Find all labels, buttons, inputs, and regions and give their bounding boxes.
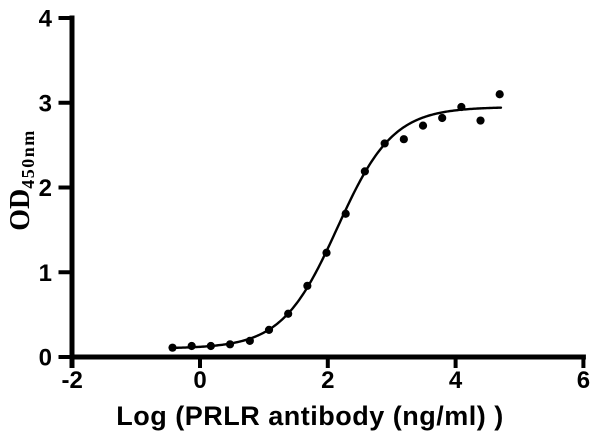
x-axis-tick-label: 0 xyxy=(193,367,206,394)
data-point xyxy=(380,139,389,148)
data-point xyxy=(187,341,196,351)
data-point xyxy=(303,281,312,290)
data-point xyxy=(495,90,504,99)
x-axis-tick-label: -2 xyxy=(62,367,83,394)
data-point xyxy=(264,325,274,334)
data-point xyxy=(399,135,408,144)
data-point xyxy=(476,116,485,125)
data-point xyxy=(206,341,215,351)
y-axis-tick-label: 2 xyxy=(39,175,52,202)
data-point xyxy=(168,343,177,352)
y-axis-tick-label: 4 xyxy=(39,6,53,33)
data-point xyxy=(418,121,428,130)
y-axis-title-subscript: 450nm xyxy=(18,129,38,189)
y-axis-title: OD450nm xyxy=(4,110,38,250)
data-point xyxy=(322,248,331,257)
x-axis-title: Log (PRLR antibody (ng/ml) ) xyxy=(116,401,504,431)
x-axis-tick-label: 6 xyxy=(577,367,590,394)
y-axis-tick-label: 1 xyxy=(39,260,52,287)
x-axis-tick-label: 2 xyxy=(321,367,334,394)
fit-curve xyxy=(170,106,503,350)
data-point xyxy=(225,340,235,349)
data-point xyxy=(438,113,447,123)
data-point xyxy=(341,209,350,218)
y-axis-title-base: OD xyxy=(5,188,36,231)
y-axis-tick-label: 3 xyxy=(39,90,52,117)
data-point xyxy=(360,167,369,176)
x-axis-tick-label: 4 xyxy=(449,367,463,394)
data-point xyxy=(284,309,293,318)
data-point xyxy=(245,336,254,345)
data-point xyxy=(457,102,466,112)
y-axis-tick-label: 0 xyxy=(39,345,52,372)
